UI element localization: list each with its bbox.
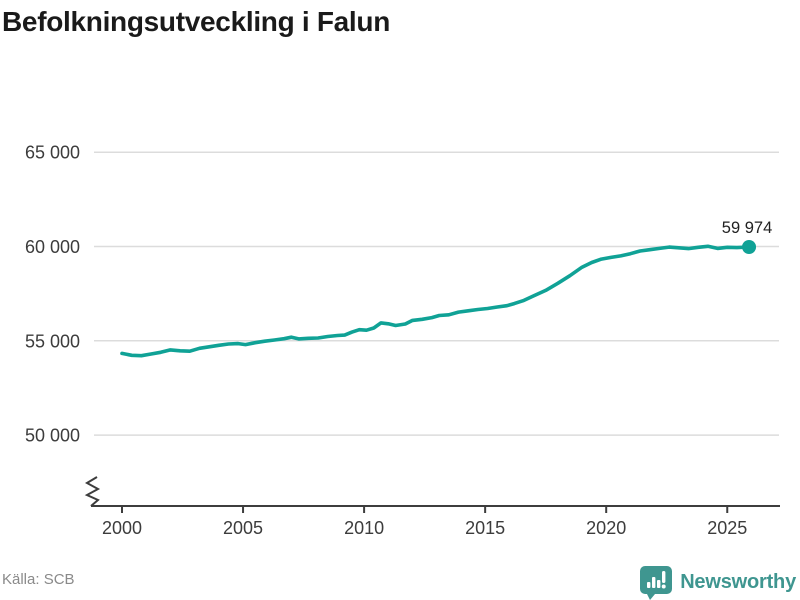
x-axis-tick-label: 2000 (102, 518, 142, 538)
x-axis-tick-label: 2025 (707, 518, 747, 538)
source-caption: Källa: SCB (2, 571, 75, 588)
y-axis-tick-label: 55 000 (25, 331, 80, 351)
end-point-marker (742, 239, 757, 254)
y-axis-tick-label: 60 000 (25, 237, 80, 257)
x-axis-tick-label: 2015 (465, 518, 505, 538)
x-axis-tick-label: 2020 (586, 518, 626, 538)
x-axis-tick-label: 2005 (223, 518, 263, 538)
end-point-value-label: 59 974 (722, 219, 772, 237)
brand-name: Newsworthy (680, 570, 796, 593)
population-line (120, 244, 751, 358)
y-axis-tick-label: 50 000 (25, 426, 80, 446)
axis-break-icon (84, 476, 101, 507)
newsworthy-logo-icon (640, 566, 673, 600)
page-title: Befolkningsutveckling i Falun (2, 6, 391, 37)
y-axis-tick-label: 65 000 (25, 143, 80, 163)
brand-footer: Newsworthy (639, 564, 796, 600)
x-axis-tick-label: 2010 (344, 518, 384, 538)
